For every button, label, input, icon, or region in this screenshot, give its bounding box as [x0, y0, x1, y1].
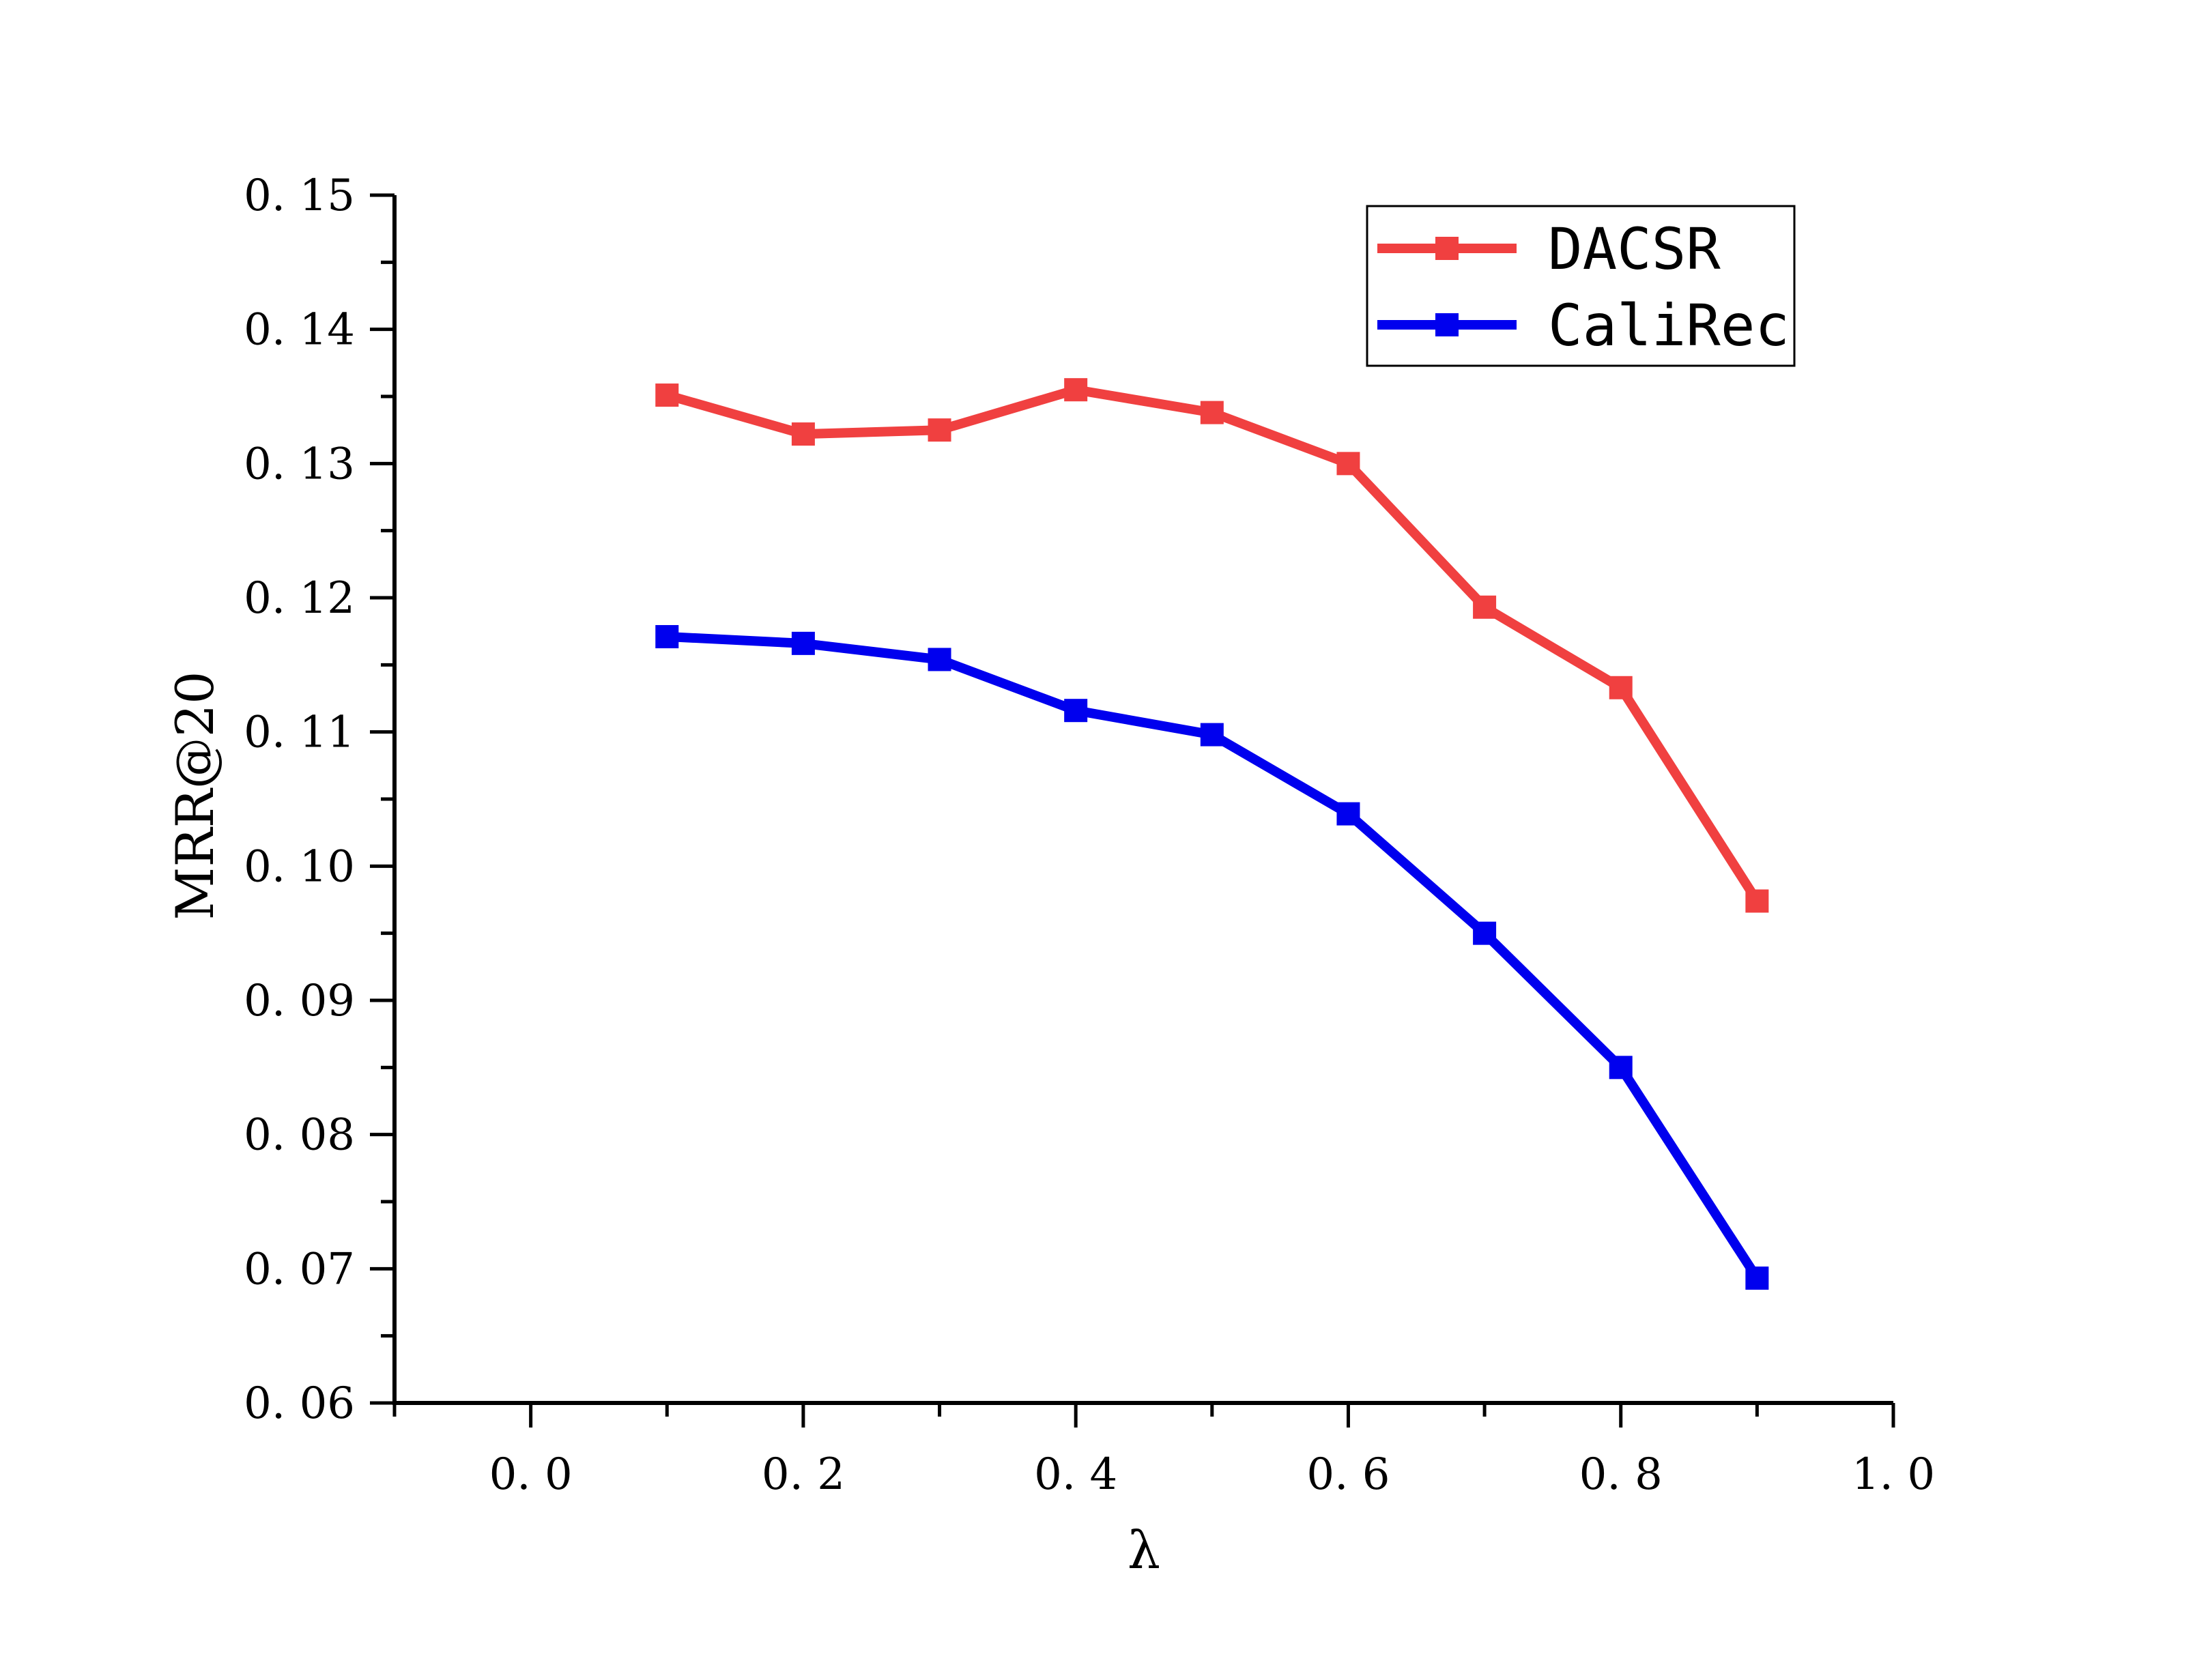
- data-point-dacsr: [1745, 889, 1769, 913]
- x-axis-title: λ: [1128, 1520, 1160, 1580]
- data-point-calirec: [1745, 1266, 1769, 1290]
- data-point-dacsr: [1473, 595, 1497, 619]
- legend-label-dacsr: DACSR: [1548, 216, 1721, 283]
- axes: 0. 06 0. 07 0. 08 0. 09 0. 10 0. 11 0. 12 0. 13…: [244, 171, 1935, 1500]
- series-dacsr: [655, 378, 1769, 913]
- data-point-calirec: [1609, 1056, 1633, 1080]
- x-tick-label: 0. 2: [762, 1449, 845, 1500]
- data-point-dacsr: [1336, 452, 1360, 476]
- legend-box: [1366, 205, 1796, 367]
- data-point-calirec: [1064, 699, 1088, 723]
- data-point-calirec: [1200, 723, 1224, 747]
- data-point-calirec: [1336, 802, 1360, 826]
- x-tick-label: 0. 4: [1034, 1449, 1117, 1500]
- y-tick-label: 0. 14: [244, 305, 355, 356]
- x-tick-label: 0. 8: [1579, 1449, 1663, 1500]
- legend-swatch-marker-calirec: [1435, 313, 1459, 336]
- data-point-calirec: [655, 625, 679, 649]
- x-tick-label: 0. 6: [1306, 1449, 1390, 1500]
- y-tick-label: 0. 12: [244, 573, 355, 624]
- data-point-dacsr: [1064, 378, 1088, 402]
- y-tick-label: 0. 06: [244, 1378, 355, 1429]
- y-tick-label: 0. 11: [244, 708, 355, 758]
- series-calirec: [655, 625, 1769, 1290]
- y-tick-label: 0. 07: [244, 1244, 355, 1294]
- series-layer: [655, 378, 1769, 1290]
- y-tick-label: 0. 08: [244, 1110, 355, 1161]
- data-point-calirec: [1473, 921, 1497, 945]
- data-point-dacsr: [655, 383, 679, 407]
- x-tick-label: 0. 0: [489, 1449, 573, 1500]
- data-point-calirec: [791, 631, 815, 655]
- y-tick-label: 0. 10: [244, 841, 355, 892]
- legend-label-calirec: CaliRec: [1548, 292, 1790, 359]
- data-point-dacsr: [928, 418, 951, 442]
- y-tick-label: 0. 15: [244, 171, 355, 221]
- x-tick-label: 1. 0: [1852, 1449, 1935, 1500]
- legend-swatch-marker-dacsr: [1435, 237, 1459, 260]
- data-point-dacsr: [791, 422, 815, 446]
- y-axis-title: MRR@20: [164, 671, 225, 921]
- data-point-calirec: [928, 648, 951, 671]
- data-point-dacsr: [1609, 676, 1633, 699]
- y-tick-label: 0. 09: [244, 976, 355, 1026]
- data-point-dacsr: [1200, 401, 1224, 424]
- legend: DACSR CaliRec: [1366, 205, 1796, 367]
- y-tick-label: 0. 13: [244, 439, 355, 489]
